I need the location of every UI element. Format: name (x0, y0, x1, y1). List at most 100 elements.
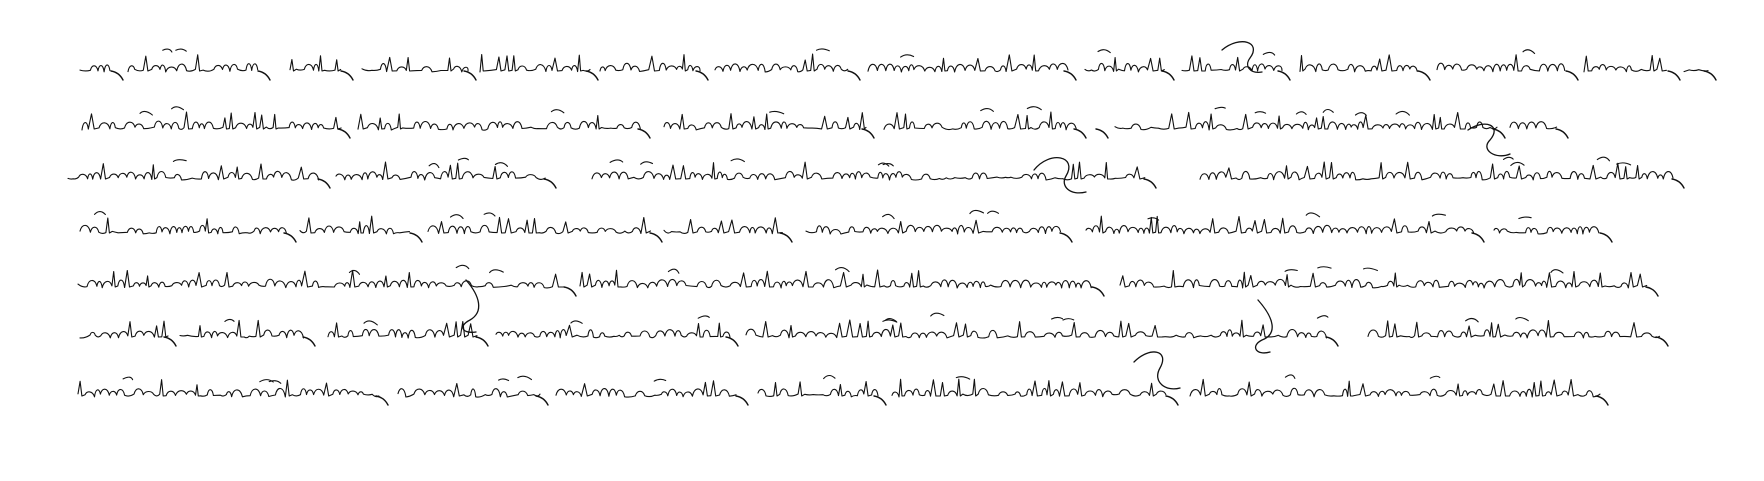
vowel-mark (969, 209, 985, 215)
vowel-mark (1214, 106, 1226, 110)
vowel-mark (428, 163, 440, 169)
shad-mark (340, 70, 354, 81)
cursive-word (299, 215, 410, 235)
cursive-word (805, 219, 1062, 235)
vowel-mark (1026, 106, 1042, 111)
vowel-mark (363, 320, 378, 326)
shad-mark (1667, 70, 1681, 81)
vowel-mark (882, 213, 895, 220)
vowel-mark (139, 110, 153, 116)
cursive-word (891, 378, 1167, 398)
cursive-word (579, 269, 1092, 289)
cursive-word (1367, 320, 1661, 339)
vowel-mark (667, 268, 680, 274)
cursive-word (495, 322, 731, 339)
cursive-word (397, 382, 541, 398)
vowel-mark (1363, 267, 1378, 272)
shad-mark (1143, 178, 1157, 189)
shad-mark (317, 178, 331, 189)
cursive-word (335, 161, 546, 181)
ink-flourish (1033, 157, 1087, 194)
shad-mark (637, 128, 651, 139)
shad-mark (283, 232, 297, 243)
vowel-mark (1097, 49, 1111, 54)
shad-mark (409, 232, 423, 243)
shad-mark (1161, 70, 1175, 81)
cursive-word (1085, 215, 1475, 235)
vowel-mark (955, 376, 971, 380)
shad-mark (1671, 178, 1685, 189)
vowel-mark (882, 319, 898, 323)
vowel-mark (1305, 212, 1321, 218)
ink-flourish (462, 279, 480, 333)
shad-mark (779, 232, 793, 243)
cursive-word (1493, 226, 1600, 235)
cursive-word (1181, 55, 1283, 72)
vowel-mark (980, 108, 994, 112)
shad-mark (725, 336, 739, 347)
ink-flourish (1133, 351, 1181, 390)
shad-mark (543, 178, 557, 189)
shad-mark (1703, 70, 1717, 81)
vowel-mark (877, 162, 890, 167)
vowel-mark (653, 378, 667, 382)
vowel-mark (517, 375, 533, 381)
cursive-word (591, 161, 1146, 181)
vowel-mark (834, 267, 850, 273)
cursive-word (357, 113, 641, 131)
vowel-mark (1062, 318, 1075, 321)
shad-mark (302, 336, 316, 347)
vowel-mark (172, 159, 187, 162)
shad-mark (1059, 232, 1073, 243)
vowel-mark (570, 320, 583, 324)
cursive-word (127, 54, 259, 73)
shad-mark (463, 70, 477, 81)
cursive-word (427, 216, 652, 235)
cursive-word (1299, 54, 1418, 73)
shad-mark (535, 395, 549, 406)
shad-mark (861, 128, 875, 139)
vowel-mark (769, 110, 785, 115)
vowel-mark (815, 48, 830, 52)
ink-flourish (1254, 299, 1273, 354)
shad-mark (735, 395, 749, 406)
cursive-word (1119, 270, 1648, 289)
cursive-word (1199, 161, 1674, 181)
vowel-mark (494, 162, 509, 167)
shad-mark (1565, 70, 1579, 81)
vowel-mark (457, 157, 469, 161)
cursive-word (867, 54, 1069, 73)
shad-mark (1091, 286, 1105, 297)
vowel-mark (171, 106, 185, 111)
cursive-word (663, 112, 867, 131)
cursive-word (79, 64, 111, 73)
shad-mark (475, 336, 489, 347)
manuscript-line (79, 48, 1717, 81)
cursive-word (757, 381, 879, 398)
vowel-mark (1254, 111, 1267, 114)
cursive-word (883, 111, 1077, 131)
vowel-mark (162, 48, 173, 53)
shad-mark (163, 336, 177, 347)
vowel-mark (1284, 374, 1296, 379)
shad-mark (649, 232, 663, 243)
vowel-mark (489, 269, 504, 274)
vowel-mark (175, 48, 187, 52)
shad-mark (1555, 128, 1569, 139)
vowel-mark (1295, 111, 1307, 115)
vowel-mark (455, 264, 470, 270)
shad-mark (695, 70, 709, 81)
vowel-mark (930, 312, 945, 317)
vowel-mark (224, 318, 235, 322)
cursive-word (1583, 54, 1667, 73)
cursive-word (714, 53, 849, 73)
cursive-word (1084, 56, 1165, 73)
vowel-mark (1429, 375, 1441, 379)
cursive-word (67, 163, 320, 181)
vowel-mark (1616, 162, 1632, 166)
shad-mark (585, 70, 599, 81)
vowel-mark (1502, 156, 1514, 160)
vowel-mark (823, 374, 836, 380)
shad-mark (1063, 70, 1077, 81)
